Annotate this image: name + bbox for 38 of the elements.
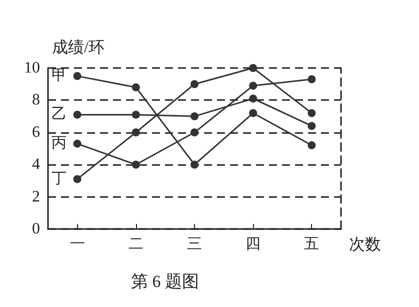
point: [132, 128, 140, 136]
x-tick-label: 四: [246, 236, 261, 252]
point: [132, 83, 140, 92]
point: [73, 110, 82, 119]
y-tick-label: 8: [32, 92, 40, 109]
point: [308, 122, 316, 130]
series-label: 甲: [51, 68, 66, 84]
series-label: 丙: [51, 136, 66, 152]
point: [190, 80, 198, 88]
point: [249, 82, 258, 90]
y-tick-label: 0: [32, 220, 40, 238]
point: [249, 94, 258, 103]
y-tick-label: 2: [32, 188, 40, 206]
point: [249, 109, 258, 118]
y-tick-label: 10: [24, 60, 40, 76]
point: [73, 72, 82, 80]
point: [73, 175, 82, 184]
x-tick-label: 一: [70, 236, 85, 252]
x-tick-label: 五: [304, 236, 320, 252]
point: [190, 160, 198, 169]
x-tick-label: 二: [128, 236, 144, 252]
series-label: 丁: [51, 171, 66, 188]
point: [308, 141, 316, 150]
text: 第 6 题图: [131, 272, 199, 291]
series-label: 乙: [51, 106, 66, 123]
point: [190, 128, 198, 136]
y-tick-label: 6: [32, 124, 40, 141]
point: [308, 109, 316, 118]
y-tick-label: 4: [32, 156, 40, 174]
point: [73, 140, 82, 148]
point: [132, 160, 140, 169]
point: [308, 75, 316, 84]
point: [190, 112, 198, 120]
x-axis-title: 次数: [349, 236, 381, 254]
point: [132, 110, 140, 119]
x-tick-label: 三: [187, 236, 202, 252]
y-axis-title: 成绩/环: [52, 38, 104, 56]
point: [249, 64, 258, 72]
